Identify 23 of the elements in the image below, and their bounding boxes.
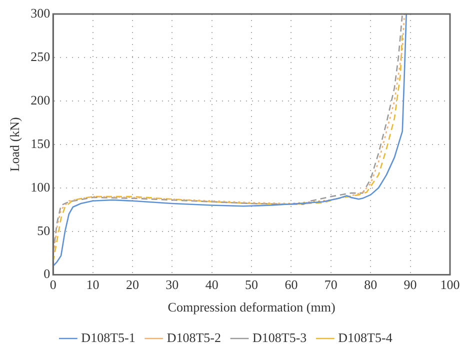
x-tick-label: 90 bbox=[404, 277, 417, 292]
y-tick-label: 150 bbox=[30, 136, 50, 151]
y-tick-label: 0 bbox=[44, 266, 50, 282]
x-tick-label: 70 bbox=[324, 277, 338, 292]
y-tick-label: 300 bbox=[30, 5, 50, 20]
y-axis-title: Load (kN) bbox=[7, 117, 22, 172]
legend-label: D108T5-1 bbox=[81, 330, 136, 345]
x-axis-title: Compression deformation (mm) bbox=[168, 300, 336, 315]
legend-label: D108T5-4 bbox=[338, 330, 393, 345]
x-tick-label: 100 bbox=[440, 277, 460, 292]
x-tick-label: 20 bbox=[126, 277, 139, 292]
y-tick-label: 200 bbox=[30, 92, 50, 108]
y-tick-label: 50 bbox=[37, 222, 50, 238]
y-tick-label: 100 bbox=[30, 179, 50, 194]
x-tick-label: 80 bbox=[364, 277, 378, 292]
x-tick-label: 10 bbox=[86, 277, 100, 292]
x-tick-label: 40 bbox=[205, 277, 218, 292]
x-tick-label: 30 bbox=[166, 277, 179, 292]
x-tick-label: 50 bbox=[245, 277, 258, 292]
legend-label: D108T5-3 bbox=[252, 330, 307, 345]
legend-label: D108T5-2 bbox=[166, 330, 222, 345]
x-tick-label: 60 bbox=[284, 277, 298, 292]
y-tick-label: 250 bbox=[30, 48, 50, 64]
